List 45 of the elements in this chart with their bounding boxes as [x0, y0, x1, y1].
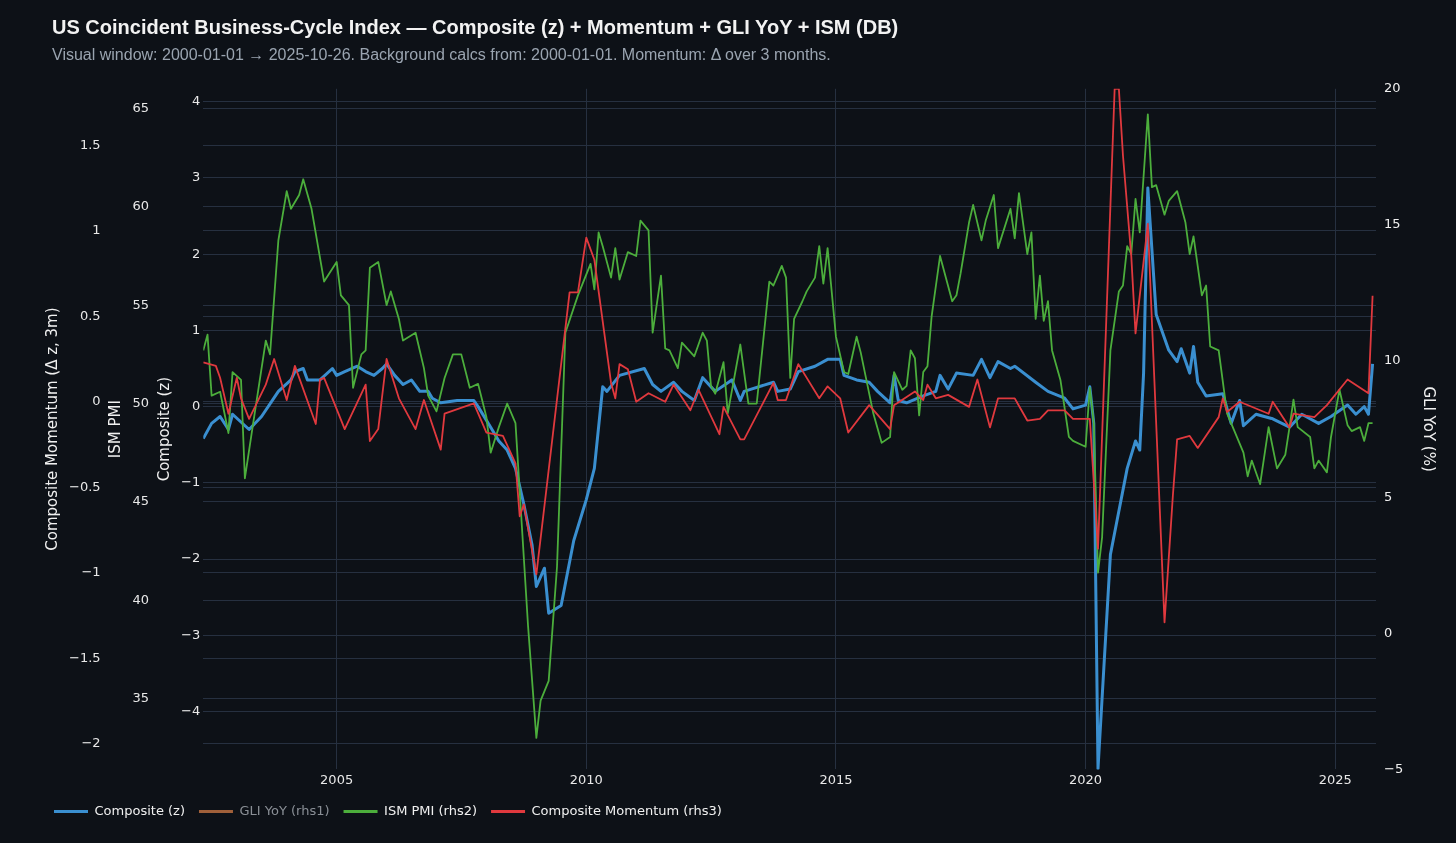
- y2-tick-label: 0.5: [79, 307, 101, 323]
- y2-tick-label: 1.5: [79, 136, 101, 152]
- y2-tick-label: −0.5: [68, 478, 101, 494]
- y-tick-label: 2: [191, 245, 201, 261]
- chart-title: US Coincident Business-Cycle Index — Composite (z) + Momentum + GLI YoY + ISM (DB): [52, 16, 899, 39]
- y3-tick-label: 45: [132, 493, 150, 509]
- y-tick-label: −1: [181, 474, 201, 490]
- text: 10: [1384, 352, 1401, 368]
- y-axis-title: Composite (z): [155, 376, 173, 482]
- text: 15: [1384, 216, 1401, 232]
- y2-tick-label: −1.5: [68, 649, 101, 665]
- y2-tick-label: −1: [81, 564, 101, 580]
- legend-label: Composite (z): [94, 802, 185, 818]
- text: 0: [1384, 624, 1393, 640]
- y3-tick-label: 35: [132, 689, 150, 705]
- text: 5: [1384, 488, 1393, 504]
- x-tick-label: 2015: [819, 771, 853, 787]
- text: −5: [1384, 760, 1404, 776]
- y3-tick-label: 40: [132, 591, 150, 607]
- x-tick-label: 2010: [569, 771, 603, 787]
- y2-tick-label: 1: [92, 222, 101, 238]
- y2-tick-label: −2: [81, 735, 101, 751]
- chart-subtitle: Visual window: 2000-01-01 → 2025-10-26. Background calcs from: 2000-01-01. Momentum: Δ over 3 months.: [52, 46, 831, 64]
- x-tick-label: 2025: [1318, 771, 1352, 787]
- y2-axis-title: Composite Momentum (Δ z, 3m): [42, 307, 61, 551]
- y-tick-label: 4: [191, 93, 201, 109]
- x-tick-label: 2005: [320, 771, 354, 787]
- y-tick-label: −3: [181, 626, 201, 642]
- text: GLI YoY (%): [1420, 386, 1439, 472]
- y-tick-label: 0: [191, 397, 201, 413]
- y3-tick-label: 50: [132, 394, 150, 410]
- y3-tick-label: 65: [132, 99, 150, 115]
- y-tick-label: 3: [191, 169, 201, 185]
- legend-label: Composite Momentum (rhs3): [531, 802, 722, 818]
- y3-tick-label: 60: [132, 198, 150, 214]
- y3-axis-title: ISM PMI: [106, 400, 125, 459]
- y-tick-label: −4: [181, 702, 201, 718]
- legend-label: ISM PMI (rhs2): [384, 802, 478, 818]
- legend-label: GLI YoY (rhs1): [239, 802, 330, 818]
- text: 20: [1384, 80, 1401, 96]
- x-tick-label: 2020: [1069, 771, 1103, 787]
- y3-tick-label: 55: [132, 296, 150, 312]
- y-tick-label: 1: [191, 321, 201, 337]
- y-tick-label: −2: [181, 550, 201, 566]
- y2-tick-label: 0: [92, 393, 101, 409]
